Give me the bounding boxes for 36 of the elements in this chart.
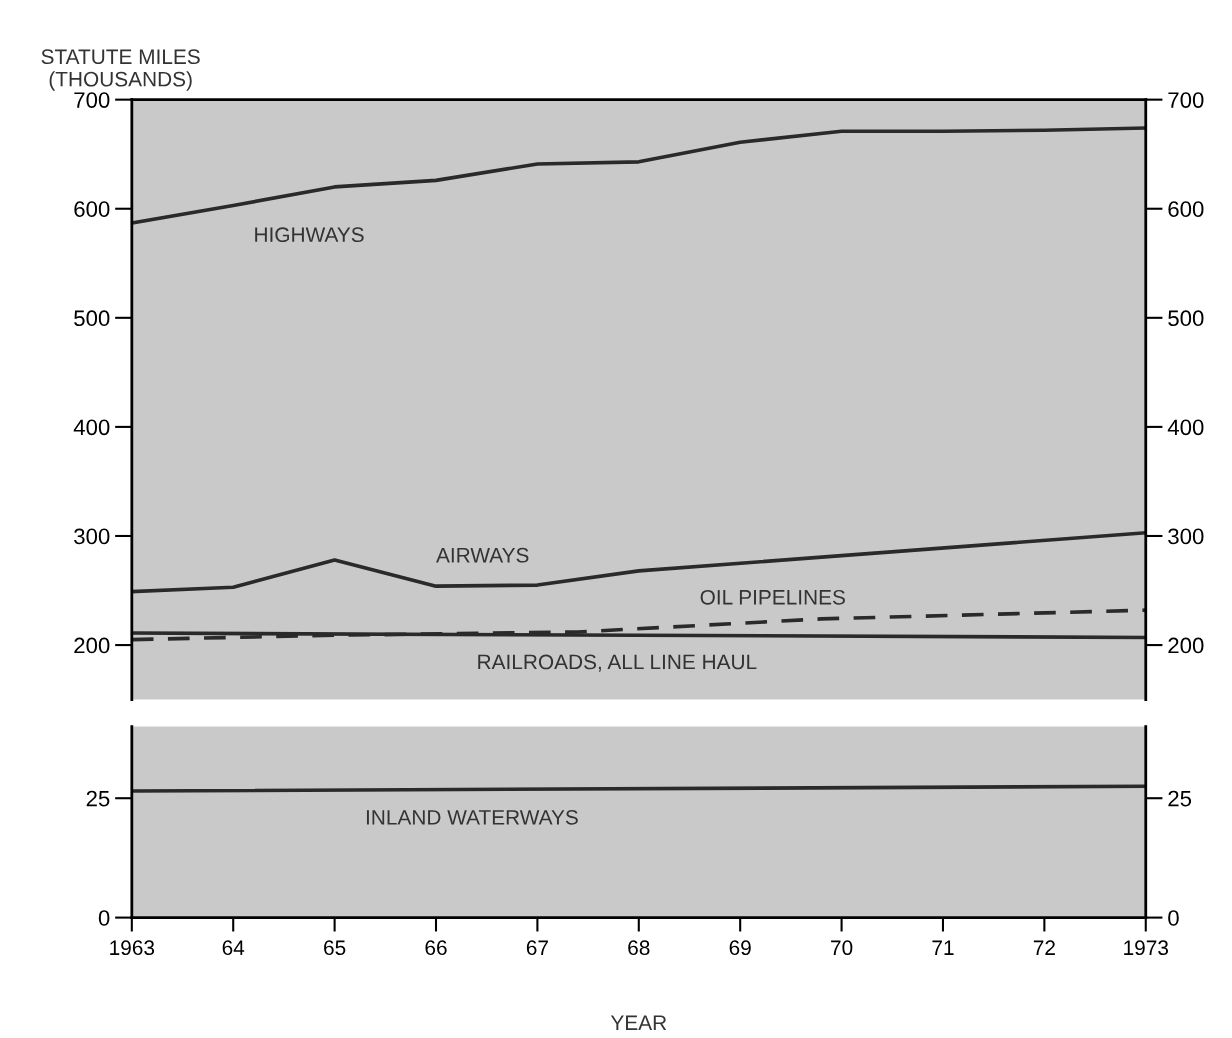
y2-tick-label: 600 — [1168, 201, 1204, 217]
x-tick-label: 69 — [729, 940, 751, 956]
y2-tick-label: 25 — [1168, 790, 1192, 807]
x-tick-label: 71 — [932, 940, 954, 955]
x-tick-label: 70 — [831, 940, 853, 956]
y-tick-label: 300 — [74, 528, 110, 545]
x-tick-label: 1963 — [110, 940, 155, 956]
series-label: HIGHWAYS — [255, 227, 364, 243]
y-tick-label: 400 — [73, 419, 110, 436]
y2-tick-label: 300 — [1168, 528, 1204, 545]
y-tick-label: 0 — [98, 910, 110, 926]
y-tick-label: 200 — [74, 637, 110, 654]
y-axis-title: STATUTE MILES (THOUSANDS) — [41, 49, 200, 91]
x-tick-label: 65 — [324, 940, 346, 956]
x-tick-label: 1973 — [1124, 940, 1169, 956]
y-tick-label: 500 — [74, 310, 110, 327]
series-label: AIRWAYS — [436, 547, 529, 563]
x-axis-title: YEAR — [610, 1015, 667, 1030]
x-tick-label: 66 — [425, 940, 447, 956]
y-tick-label: 700 — [74, 92, 110, 108]
x-tick-label: 72 — [1033, 940, 1055, 955]
y2-tick-label: 200 — [1168, 637, 1204, 654]
series-label: OIL PIPELINES — [700, 589, 845, 605]
x-tick-label: 64 — [222, 940, 245, 956]
y2-tick-label: 500 — [1168, 310, 1204, 327]
x-tick-label: 67 — [526, 940, 548, 956]
y2-tick-label: 0 — [1168, 910, 1179, 926]
y2-tick-label: 400 — [1167, 419, 1204, 436]
line-series — [131, 126, 1146, 225]
y2-tick-label: 700 — [1168, 92, 1204, 108]
x-tick-label: 68 — [628, 940, 650, 956]
series-label: INLAND WATERWAYS — [366, 809, 578, 825]
y-tick-label: 25 — [86, 790, 110, 807]
line-series — [131, 608, 1146, 642]
series-label: RAILROADS, ALL LINE HAUL — [478, 654, 757, 672]
y-tick-label: 600 — [74, 201, 110, 217]
